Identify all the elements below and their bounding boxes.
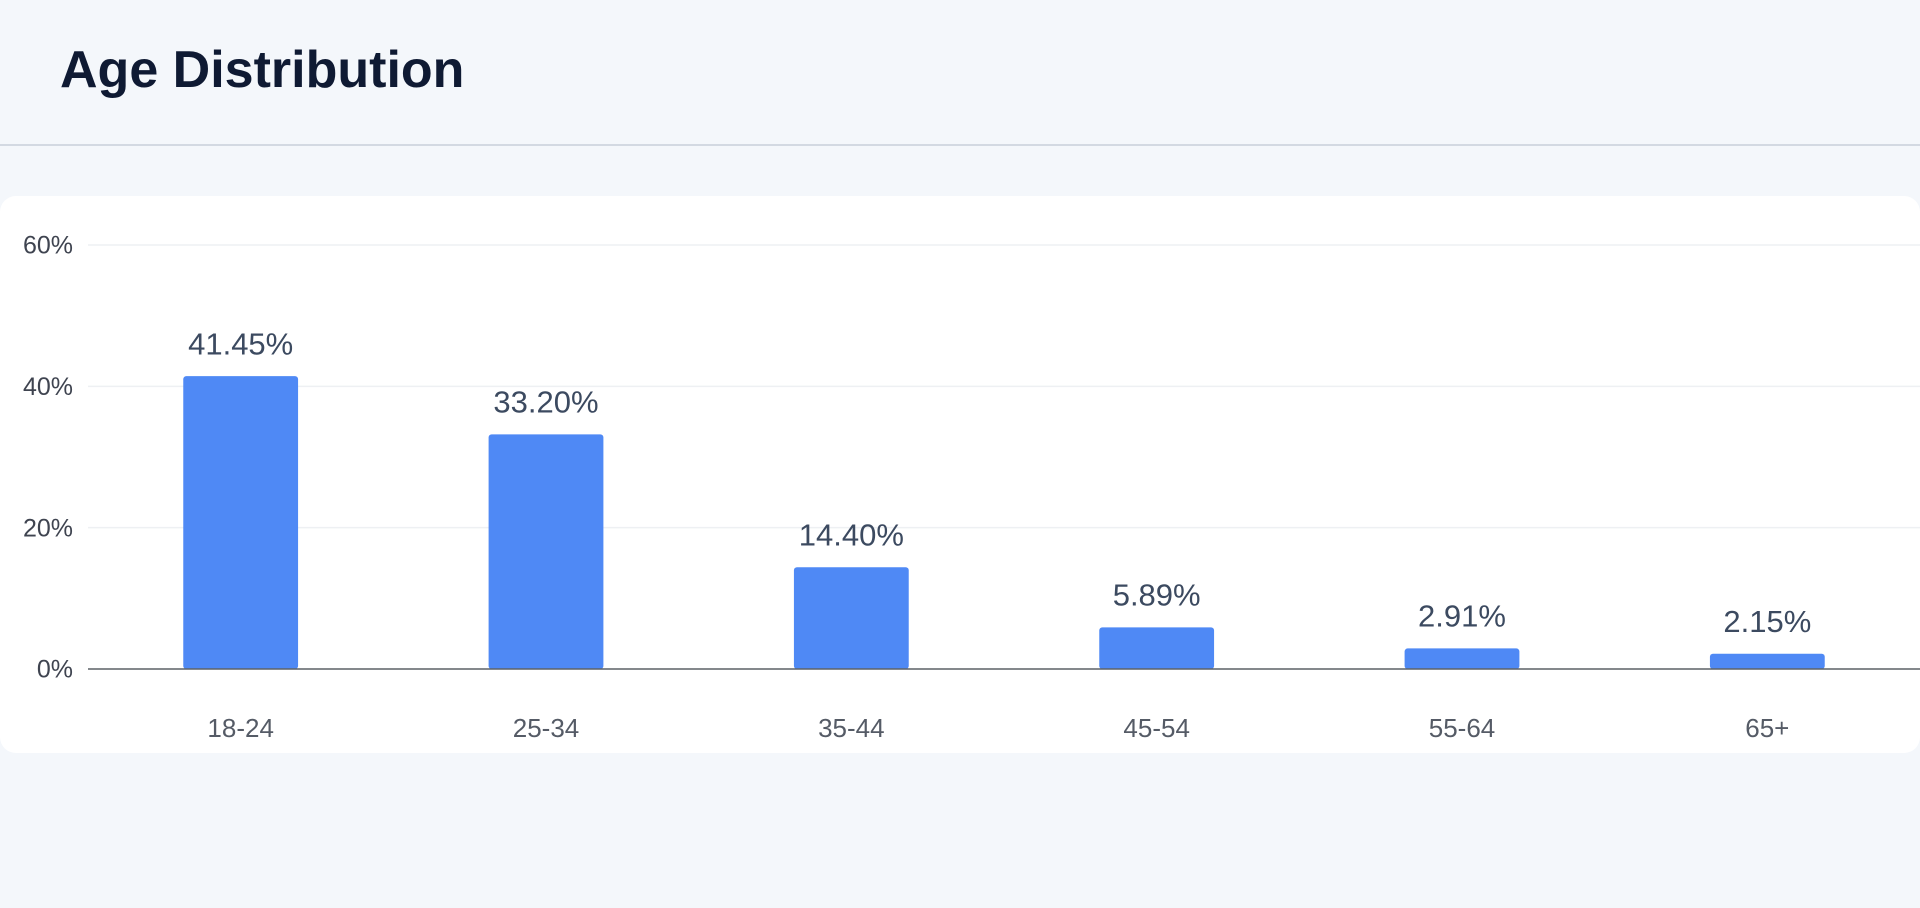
bar [488,434,604,669]
y-tick-label: 0% [37,656,73,684]
y-tick-label: 20% [23,514,73,542]
y-tick-label: 40% [23,373,73,401]
chart-title: Age Distribution [60,41,465,99]
value-label: 33.20% [493,385,598,420]
x-tick-label: 65+ [1745,713,1789,743]
bar [793,567,909,669]
value-label: 2.91% [1418,599,1506,634]
bar [1709,653,1825,669]
x-tick-label: 35-44 [818,713,885,743]
chart-card [0,196,1920,753]
value-label: 5.89% [1113,578,1201,613]
x-tick-label: 55-64 [1429,713,1496,743]
x-tick-label: 45-54 [1123,713,1190,743]
bar [183,376,299,669]
bar [1404,648,1520,669]
x-tick-label: 25-34 [513,713,580,743]
x-tick-label: 18-24 [207,713,274,743]
header: Age Distribution [0,0,1920,146]
value-label: 14.40% [799,517,904,552]
y-tick-label: 60% [23,232,73,260]
value-label: 41.45% [188,326,293,361]
value-label: 2.15% [1723,604,1811,639]
bar [1099,627,1215,669]
